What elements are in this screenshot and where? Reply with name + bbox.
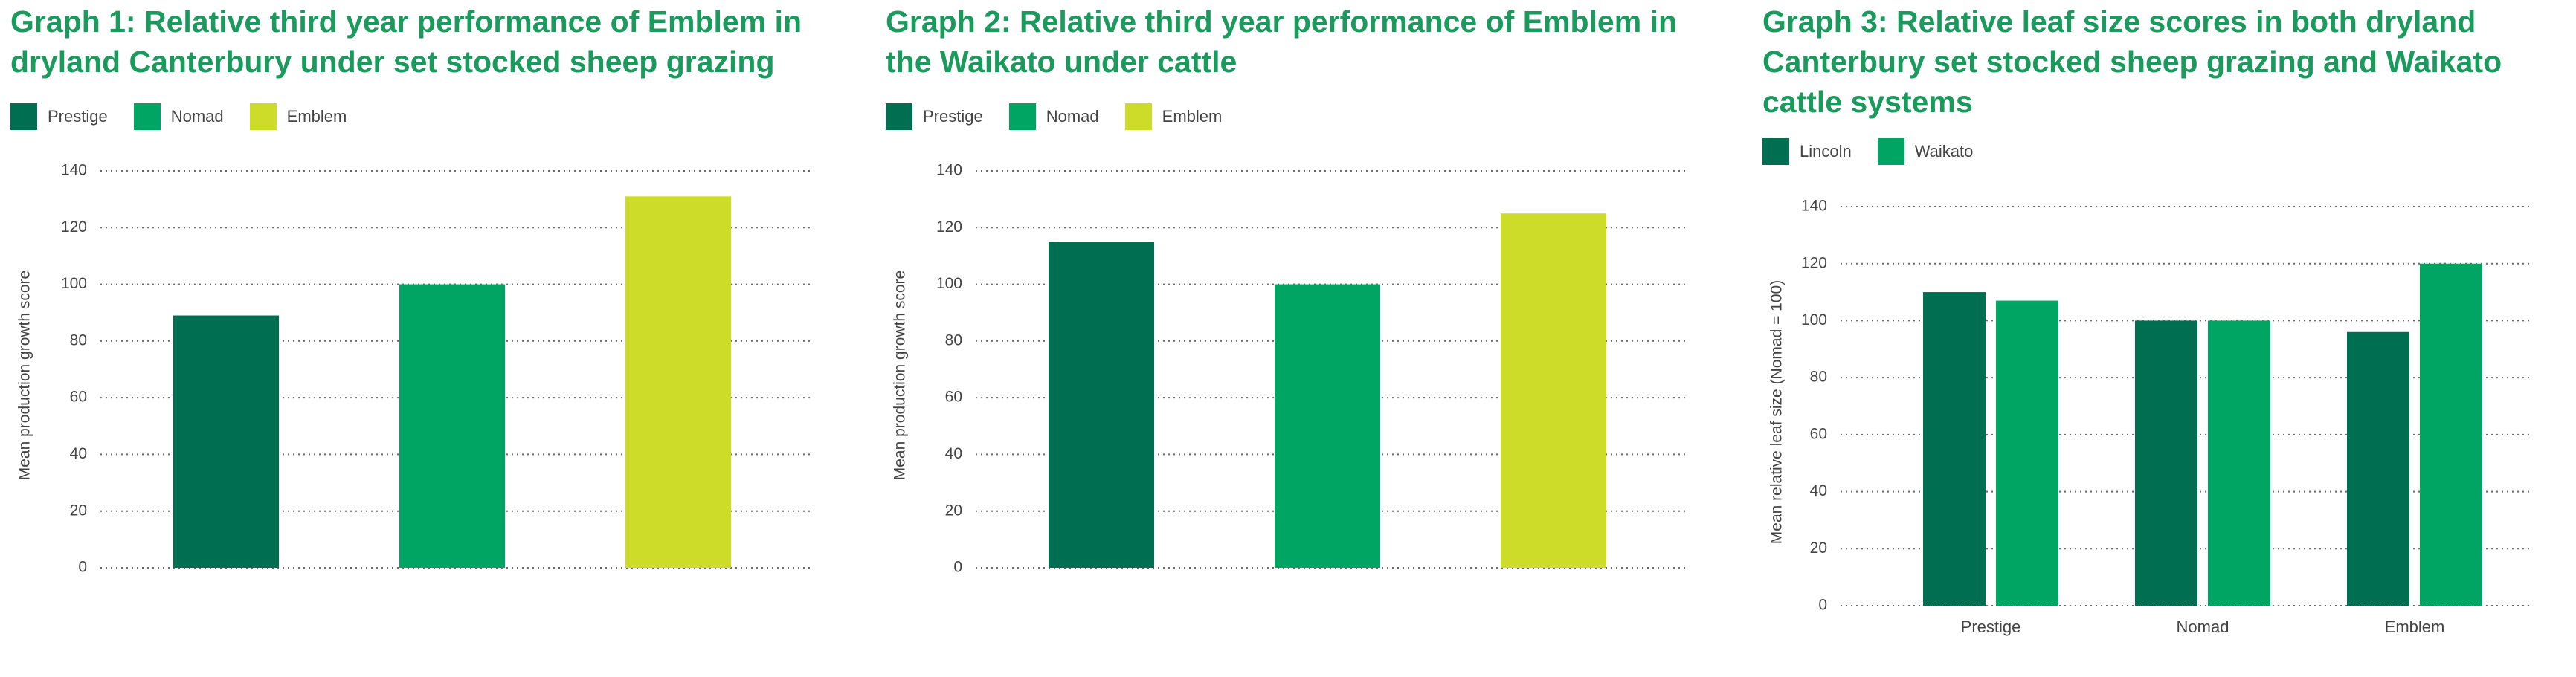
chart-panel-1: Graph 1: Relative third year performance… [10,0,843,677]
y-tick-label: 20 [70,502,87,519]
y-tick-label: 120 [936,218,962,236]
chart-title: Graph 1: Relative third year performance… [10,1,802,82]
x-tick-label: Emblem [2385,618,2445,636]
chart-panel-2: Graph 2: Relative third year performance… [886,0,1719,677]
y-tick-label: 40 [1810,482,1827,499]
legend-item-prestige: Prestige [10,103,108,130]
y-tick-label: 20 [1810,540,1827,557]
legend-swatch [133,103,161,130]
title-line: cattle systems [1762,85,1973,119]
bar-lincoln-nomad [2135,320,2197,606]
y-tick-label: 80 [1810,369,1827,386]
legend-item-prestige: Prestige [886,103,983,130]
legend-item-emblem: Emblem [249,103,347,130]
legend: Prestige Nomad Emblem [886,103,1248,130]
legend: Prestige Nomad Emblem [10,103,373,130]
x-tick-label: Prestige [1961,618,2021,636]
legend-swatch [249,103,277,130]
legend-swatch [1762,138,1789,165]
y-tick-label: 0 [78,559,87,576]
legend-item-nomad: Nomad [133,103,224,130]
legend: Lincoln Waikato [1762,138,1999,165]
title-line: Graph 1: Relative third year performance… [10,4,802,39]
y-tick-label: 60 [1810,425,1827,442]
title-line: Graph 2: Relative third year performance… [886,4,1678,39]
chart-panel-3: Graph 3: Relative leaf size scores in bo… [1762,0,2566,677]
title-line: dryland Canterbury under set stocked she… [10,45,775,79]
grouped-bar-chart: Mean relative leaf size (Nomad = 100) 0 20… [1768,198,2533,636]
legend-swatch [10,103,37,130]
legend-swatch [1008,103,1036,130]
y-tick-label: 80 [945,331,962,349]
y-tick-label: 140 [936,162,962,179]
title-line: Canterbury set stocked sheep grazing and… [1762,45,2502,79]
y-tick-label: 40 [70,445,87,462]
y-tick-label: 100 [61,275,87,292]
y-tick-label: 140 [61,162,87,179]
bar-emblem [625,196,731,568]
bar-nomad [1275,284,1380,568]
chart-title: Graph 3: Relative leaf size scores in bo… [1762,1,2502,122]
y-tick-label: 80 [70,331,87,349]
y-tick-label: 120 [1801,254,1827,271]
title-line: the Waikato under cattle [886,45,1237,79]
bar-emblem [1501,213,1606,568]
legend-label: Lincoln [1800,142,1852,161]
bar-chart: Mean production growth score 0 20 40 60 80 100… [892,162,1686,576]
legend-swatch [1124,103,1152,130]
y-axis-label: Mean production growth score [892,271,909,481]
bar-lincoln-emblem [2347,331,2409,606]
bar-chart: Mean production growth score 0 20 40 60 80 100… [16,162,811,576]
y-tick-label: 100 [1801,311,1827,328]
legend-item-lincoln: Lincoln [1762,138,1852,165]
y-tick-label: 60 [70,389,87,406]
y-tick-label: 20 [945,502,962,519]
legend-label: Prestige [48,107,108,126]
legend-label: Emblem [1162,107,1223,126]
bar-prestige [173,315,279,568]
y-tick-label: 60 [945,389,962,406]
chart-title: Graph 2: Relative third year performance… [886,1,1677,82]
bar-waikato-prestige [1996,300,2058,606]
bar-nomad [399,284,505,568]
legend-label: Emblem [286,107,347,126]
legend-swatch [1877,138,1904,165]
legend-item-emblem: Emblem [1124,103,1223,130]
bar-lincoln-prestige [1923,292,1986,606]
legend-label: Nomad [170,107,224,126]
title-line: Graph 3: Relative leaf size scores in bo… [1762,4,2476,39]
legend-item-waikato: Waikato [1877,138,1974,165]
y-tick-label: 0 [1818,597,1827,614]
y-tick-label: 140 [1801,198,1827,215]
legend-label: Waikato [1914,142,1974,161]
y-tick-label: 120 [61,218,87,236]
x-tick-label: Nomad [2177,618,2229,636]
bar-waikato-nomad [2208,320,2270,606]
legend-label: Nomad [1046,107,1099,126]
legend-label: Prestige [923,107,983,126]
legend-item-nomad: Nomad [1008,103,1099,130]
bar-waikato-emblem [2420,263,2482,606]
y-axis-label: Mean relative leaf size (Nomad = 100) [1768,280,1786,544]
y-tick-label: 100 [936,275,962,292]
y-axis-label: Mean production growth score [16,271,33,481]
legend-swatch [886,103,912,130]
y-tick-label: 0 [953,559,962,576]
bar-prestige [1049,242,1154,568]
y-tick-label: 40 [945,445,962,462]
